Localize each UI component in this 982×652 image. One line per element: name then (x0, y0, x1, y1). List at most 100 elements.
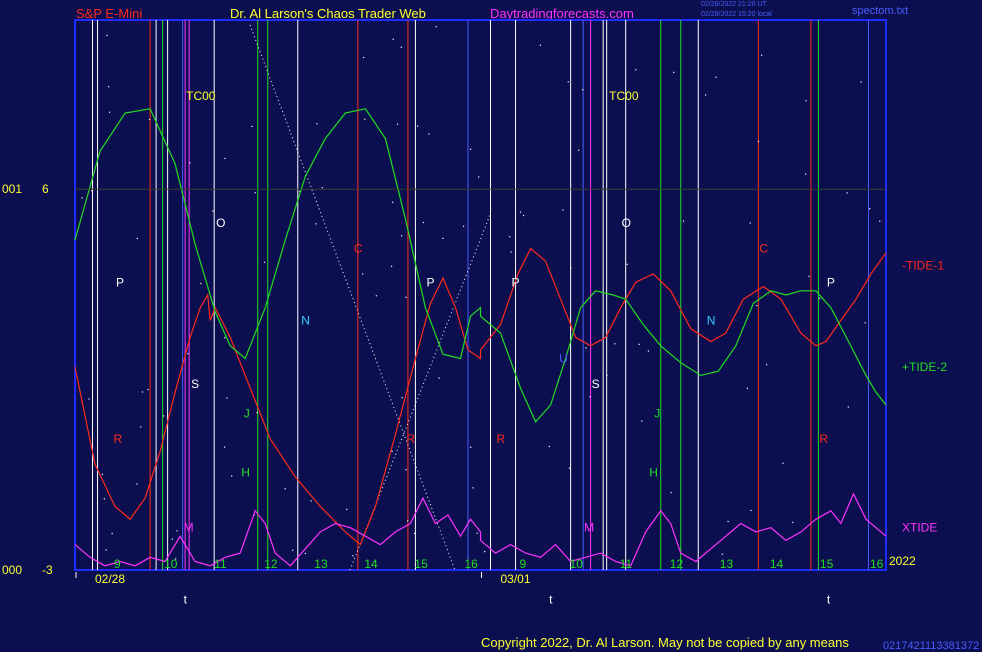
noise-dot (635, 69, 637, 71)
x-hour-label: 10 (164, 557, 178, 571)
annotation-label: H (649, 466, 658, 480)
x-hour-label: 13 (314, 557, 328, 571)
dotted-diagonals (249, 24, 491, 571)
x-hour-label: 16 (464, 557, 478, 571)
noise-dot (375, 295, 377, 297)
noise-dot (749, 222, 751, 224)
noise-dot (641, 420, 643, 422)
noise-dot (105, 549, 107, 551)
annotation-label: t (827, 593, 831, 607)
noise-dot (715, 76, 717, 78)
site-link[interactable]: Daytradingforecasts.com (490, 6, 634, 21)
annotation-label: P (116, 275, 124, 289)
noise-dot (585, 347, 587, 349)
annotation-label: J (244, 406, 250, 420)
axis-ticks: 001 6 000 -3 9 10 11 12 13 14 15 16 9 10 11 12 13 14 15 16 0… (2, 182, 947, 586)
noise-dot (673, 71, 675, 73)
noise-dot (670, 491, 672, 494)
noise-dot (299, 191, 301, 193)
noise-dot (704, 94, 707, 96)
noise-dot (438, 377, 440, 379)
x-hour-label: 12 (264, 557, 278, 571)
x-hour-label: 9 (114, 557, 121, 571)
annotation-label: J (654, 406, 660, 420)
noise-dot (141, 391, 144, 393)
noise-dot (757, 140, 760, 143)
timestamp-ut: 02/28/2022 21:20 UT (701, 1, 767, 8)
noise-dot (847, 406, 849, 408)
noise-dot (310, 500, 312, 502)
x-hour-label: 15 (820, 557, 834, 571)
noise-dot (869, 208, 871, 210)
noise-dot (727, 520, 729, 523)
noise-dot (91, 190, 93, 192)
noise-dot (765, 364, 768, 366)
y-tick-label: -3 (42, 563, 53, 577)
noise-dot (756, 304, 758, 307)
noise-dot (721, 553, 723, 555)
noise-dot (136, 483, 138, 485)
noise-dot (363, 56, 365, 59)
x-date-label: 03/01 (501, 572, 531, 586)
noise-dot (682, 220, 685, 222)
y-tick-label: 6 (42, 182, 49, 196)
noise-dot (638, 343, 640, 345)
noise-dot (510, 251, 512, 253)
noise-dot (570, 267, 572, 269)
noise-dot (519, 211, 522, 213)
annotation-label: R (114, 432, 123, 446)
noise-dot (226, 397, 228, 399)
annotation-label: R (406, 432, 415, 446)
series-label: XTIDE (902, 521, 937, 535)
noise-dot (462, 225, 465, 227)
x-hour-label: 10 (570, 557, 584, 571)
noise-dot (231, 475, 233, 477)
annotation-label: M (184, 521, 194, 535)
annotation-label: P (426, 275, 434, 289)
x-hour-label: 12 (670, 557, 684, 571)
annotation-label: R (497, 432, 506, 446)
noise-dot (472, 487, 474, 489)
series-line-1 (74, 247, 887, 546)
author-title: Dr. Al Larson's Chaos Trader Web (230, 6, 426, 21)
noise-dot (176, 530, 178, 532)
x-hour-label: 9 (520, 557, 527, 571)
noise-dot (478, 176, 480, 178)
noise-dot (469, 148, 472, 150)
copyright-notice: Copyright 2022, Dr. Al Larson. May not b… (481, 635, 849, 650)
noise-dot (484, 551, 486, 553)
noise-dot (147, 388, 149, 391)
noise-dot (136, 237, 138, 240)
noise-dot (562, 209, 564, 211)
noise-dot (200, 282, 202, 285)
annotation-label: O (216, 216, 225, 230)
annotation-label: C (759, 241, 768, 255)
file-name: spectom.txt (852, 5, 909, 17)
x-date-label: 02/28 (95, 572, 125, 586)
annotation-label: R (819, 432, 828, 446)
annotation-label: P (512, 275, 520, 289)
y-tick-prefix: 000 (2, 563, 22, 577)
noise-dot (509, 236, 511, 238)
noise-dot (548, 445, 550, 448)
x-hour-label: 11 (214, 557, 227, 571)
x-hour-label: 11 (620, 557, 633, 571)
noise-dot (224, 157, 226, 160)
noise-dot (392, 38, 394, 40)
noise-dot (400, 46, 402, 48)
noise-dot (390, 265, 393, 267)
annotation-label: O (622, 216, 631, 230)
x-hour-label: 14 (770, 557, 784, 571)
noise-dot (321, 187, 323, 189)
noise-dot (364, 118, 366, 120)
annotation-label: t (184, 593, 188, 607)
noise-dot (187, 353, 189, 355)
noise-dot (175, 558, 177, 560)
annotation-label: t (549, 593, 553, 607)
series-line-3 (74, 492, 887, 567)
annotation-label: N (301, 313, 310, 327)
noise-dot (111, 532, 113, 535)
annotation-label: M (584, 521, 594, 535)
series-lines (74, 108, 887, 567)
